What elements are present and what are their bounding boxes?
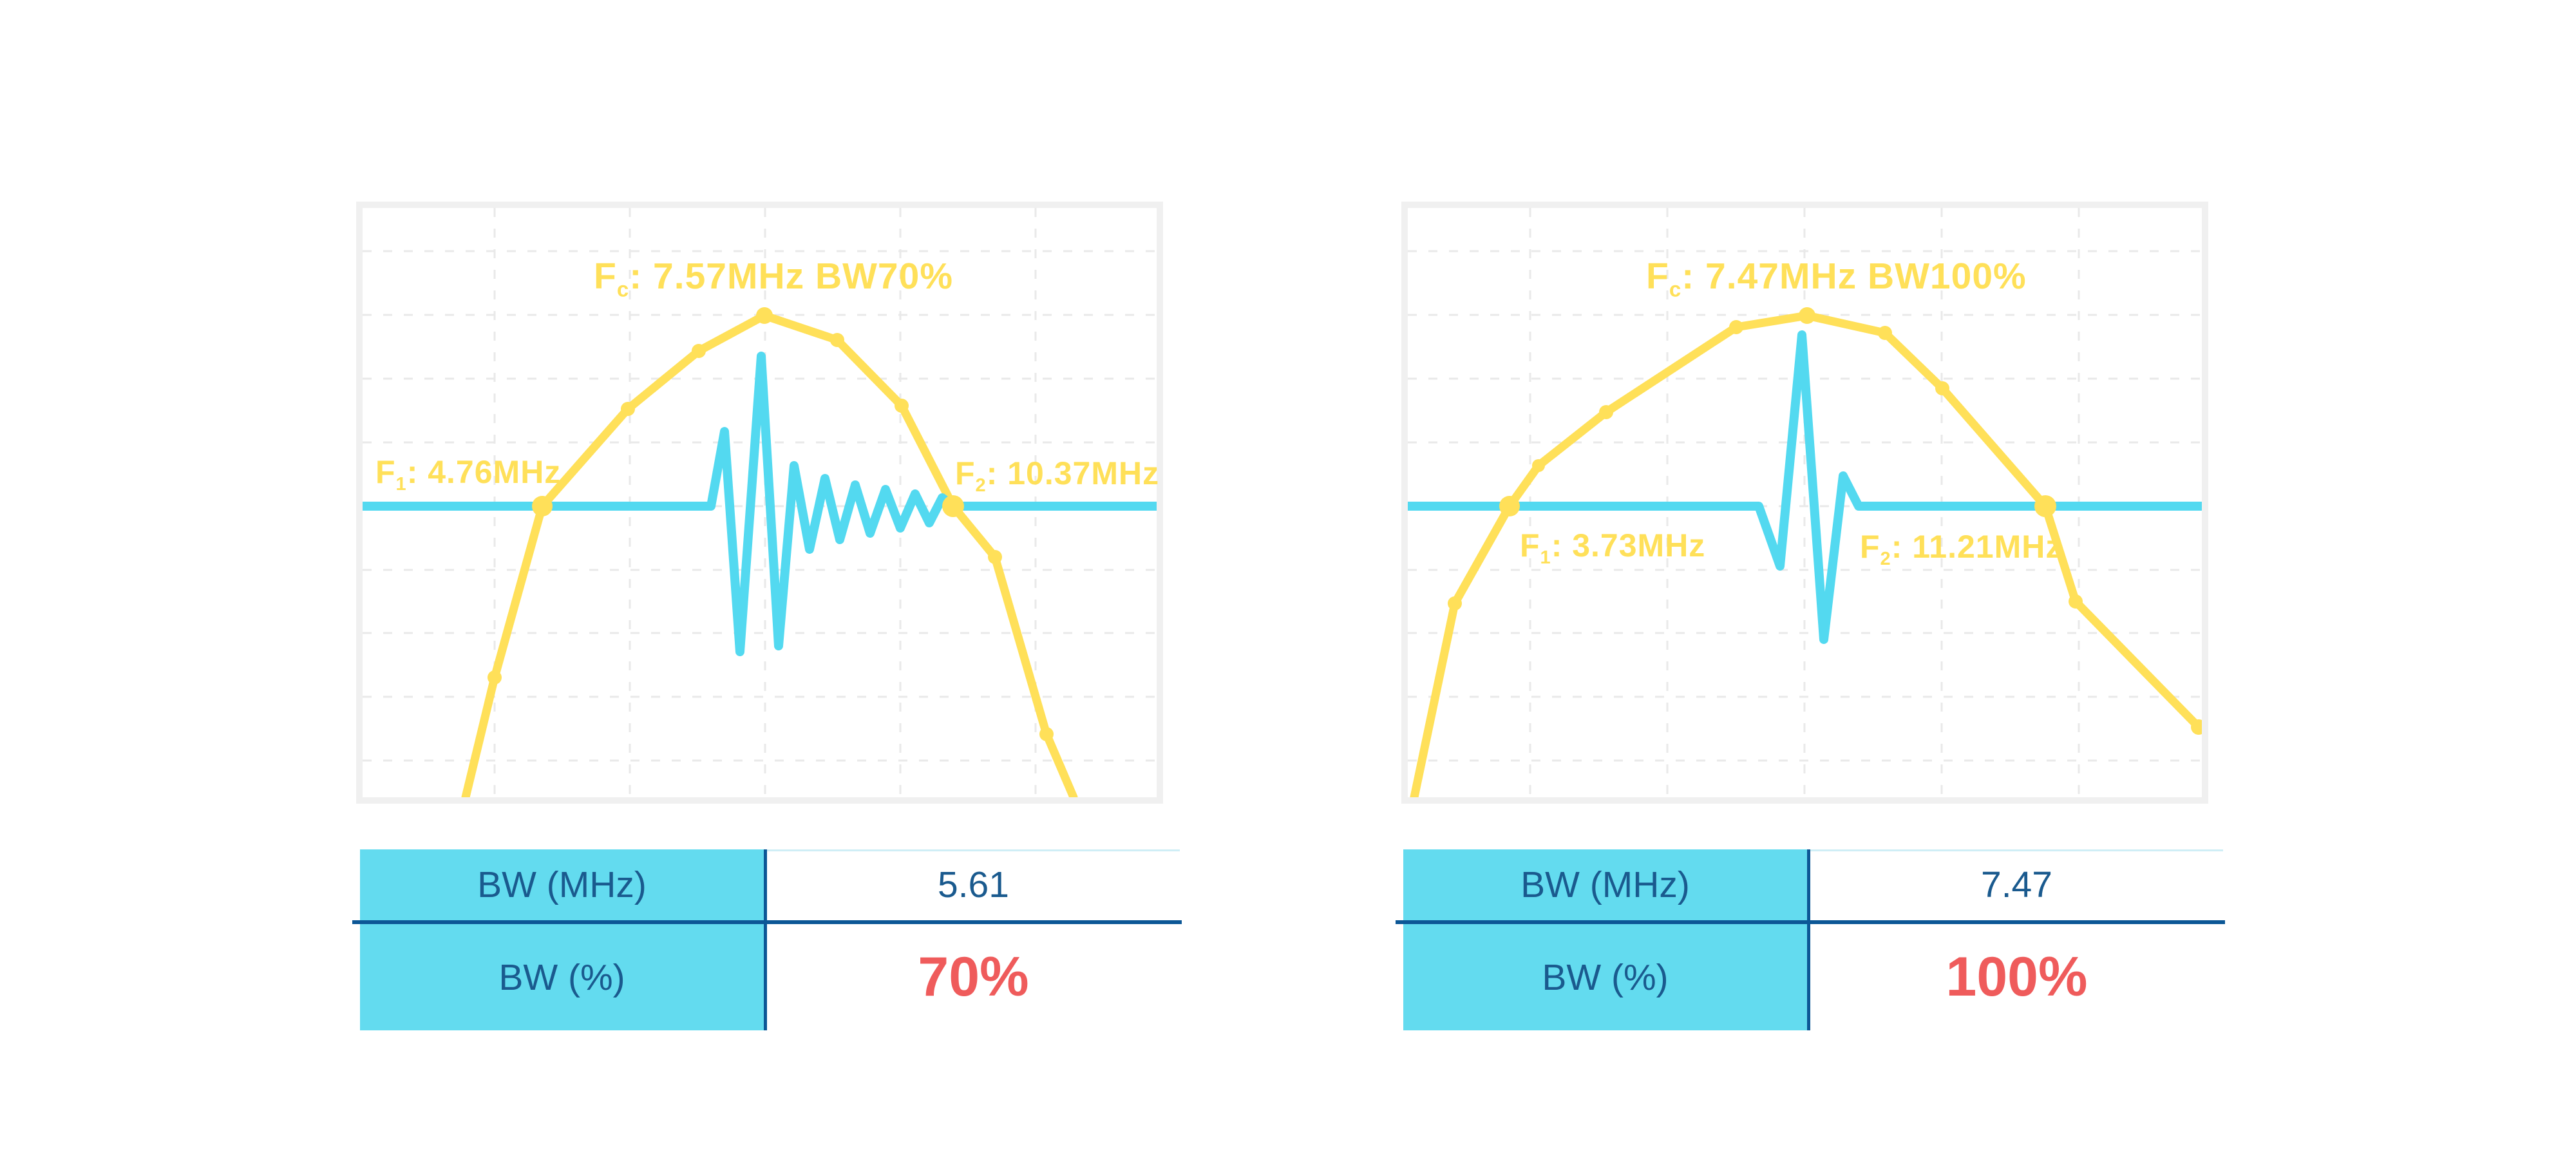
f2-annotation-left: F2: 10.37MHz: [955, 455, 1160, 495]
table-row-divider-right: [1396, 920, 2225, 924]
spectrum-chart-right: [1408, 208, 2202, 797]
fc-symbol: F: [594, 256, 617, 297]
table-top-rule-right: [1810, 849, 2223, 851]
fc-annotation-left: Fc: 7.57MHz BW70%: [594, 255, 954, 302]
f1-annotation-right: F1: 3.73MHz: [1520, 527, 1706, 567]
bw-pct-value: 70%: [918, 946, 1029, 1008]
f2-value: : 10.37MHz: [986, 455, 1160, 491]
table-cell-label: BW (MHz): [1403, 849, 1807, 920]
fc-symbol: F: [1646, 256, 1669, 297]
spectrum-chart-left: [363, 208, 1157, 797]
bw-mhz-label: BW (MHz): [1520, 864, 1690, 905]
fc-value: : 7.47MHz BW100%: [1681, 256, 2027, 297]
f1-annotation-left: F1: 4.76MHz: [375, 453, 562, 494]
fc-annotation-right: Fc: 7.47MHz BW100%: [1646, 255, 2027, 302]
bw-pct-value: 100%: [1946, 946, 2088, 1008]
fc-subscript: c: [616, 278, 630, 302]
f1-value: : 3.73MHz: [1551, 527, 1706, 563]
f1-value: : 4.76MHz: [406, 454, 562, 490]
table-cell-label: BW (%): [1403, 924, 1807, 1030]
f1-symbol: F: [375, 454, 396, 490]
f2-subscript: 2: [975, 475, 987, 496]
f2-annotation-right: F2: 11.21MHz: [1860, 528, 2063, 569]
table-cell-value: 100%: [1810, 924, 2223, 1030]
bw-table-header-column-left: [360, 849, 764, 1030]
table-column-divider-right: [1807, 849, 1810, 1030]
bw-table-header-column-right: [1403, 849, 1807, 1030]
table-cell-value: 5.61: [767, 849, 1180, 920]
table-top-rule-left: [767, 849, 1180, 851]
bw-mhz-label: BW (MHz): [477, 864, 647, 905]
chart-panel-left: [356, 202, 1163, 804]
fc-value: : 7.57MHz BW70%: [629, 256, 954, 297]
table-cell-value: 70%: [767, 924, 1180, 1030]
f1-symbol: F: [1520, 527, 1540, 563]
fc-subscript: c: [1669, 278, 1682, 302]
table-cell-label: BW (%): [360, 924, 764, 1030]
f2-value: : 11.21MHz: [1891, 529, 2063, 565]
bw-mhz-value: 7.47: [1981, 864, 2052, 905]
table-cell-value: 7.47: [1810, 849, 2223, 920]
f1-subscript: 1: [1540, 547, 1551, 568]
bw-pct-label: BW (%): [1542, 956, 1669, 998]
f1-subscript: 1: [395, 474, 407, 495]
bw-mhz-value: 5.61: [938, 864, 1009, 905]
bw-pct-label: BW (%): [498, 956, 625, 998]
chart-panel-right: [1401, 202, 2208, 804]
f2-subscript: 2: [1880, 549, 1891, 569]
f2-symbol: F: [1860, 529, 1880, 565]
table-cell-label: BW (MHz): [360, 849, 764, 920]
table-column-divider-left: [764, 849, 767, 1030]
f2-symbol: F: [955, 455, 976, 491]
table-row-divider-left: [352, 920, 1182, 924]
